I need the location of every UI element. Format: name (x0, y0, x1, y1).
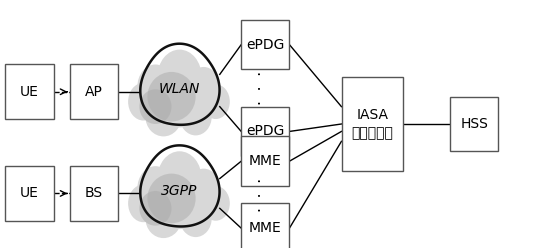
Ellipse shape (137, 64, 174, 109)
Ellipse shape (188, 67, 220, 107)
Ellipse shape (145, 198, 182, 238)
FancyBboxPatch shape (241, 107, 289, 156)
FancyBboxPatch shape (342, 77, 403, 171)
Text: MME: MME (249, 221, 282, 235)
Text: HSS: HSS (460, 117, 488, 131)
FancyBboxPatch shape (450, 97, 498, 151)
Text: ·  ·  ·: · · · (254, 178, 269, 212)
FancyBboxPatch shape (70, 64, 118, 119)
Ellipse shape (202, 186, 230, 221)
Text: ·  ·  ·: · · · (254, 71, 269, 105)
Text: UE: UE (20, 186, 39, 200)
Ellipse shape (128, 185, 159, 222)
Ellipse shape (147, 174, 196, 223)
Ellipse shape (139, 89, 172, 124)
Ellipse shape (180, 199, 212, 237)
Text: BS: BS (85, 186, 103, 200)
FancyBboxPatch shape (5, 166, 54, 221)
Text: ePDG: ePDG (246, 124, 285, 138)
Ellipse shape (160, 187, 199, 229)
FancyBboxPatch shape (5, 64, 54, 119)
Ellipse shape (128, 83, 159, 121)
Ellipse shape (145, 97, 182, 136)
Ellipse shape (158, 151, 202, 206)
FancyBboxPatch shape (70, 166, 118, 221)
Text: WLAN: WLAN (159, 82, 200, 96)
Ellipse shape (188, 169, 220, 208)
Ellipse shape (137, 166, 174, 211)
Text: ePDG: ePDG (246, 38, 285, 52)
Ellipse shape (158, 50, 202, 104)
Text: IASA
负载均衡器: IASA 负载均衡器 (352, 108, 393, 140)
Ellipse shape (147, 72, 196, 122)
Ellipse shape (180, 98, 212, 135)
FancyBboxPatch shape (241, 20, 289, 69)
FancyBboxPatch shape (241, 203, 289, 248)
Text: UE: UE (20, 85, 39, 99)
Text: AP: AP (85, 85, 103, 99)
FancyBboxPatch shape (241, 136, 289, 186)
Text: MME: MME (249, 154, 282, 168)
Ellipse shape (202, 84, 230, 119)
Ellipse shape (160, 86, 199, 127)
Ellipse shape (139, 191, 172, 226)
Text: 3GPP: 3GPP (161, 184, 198, 198)
